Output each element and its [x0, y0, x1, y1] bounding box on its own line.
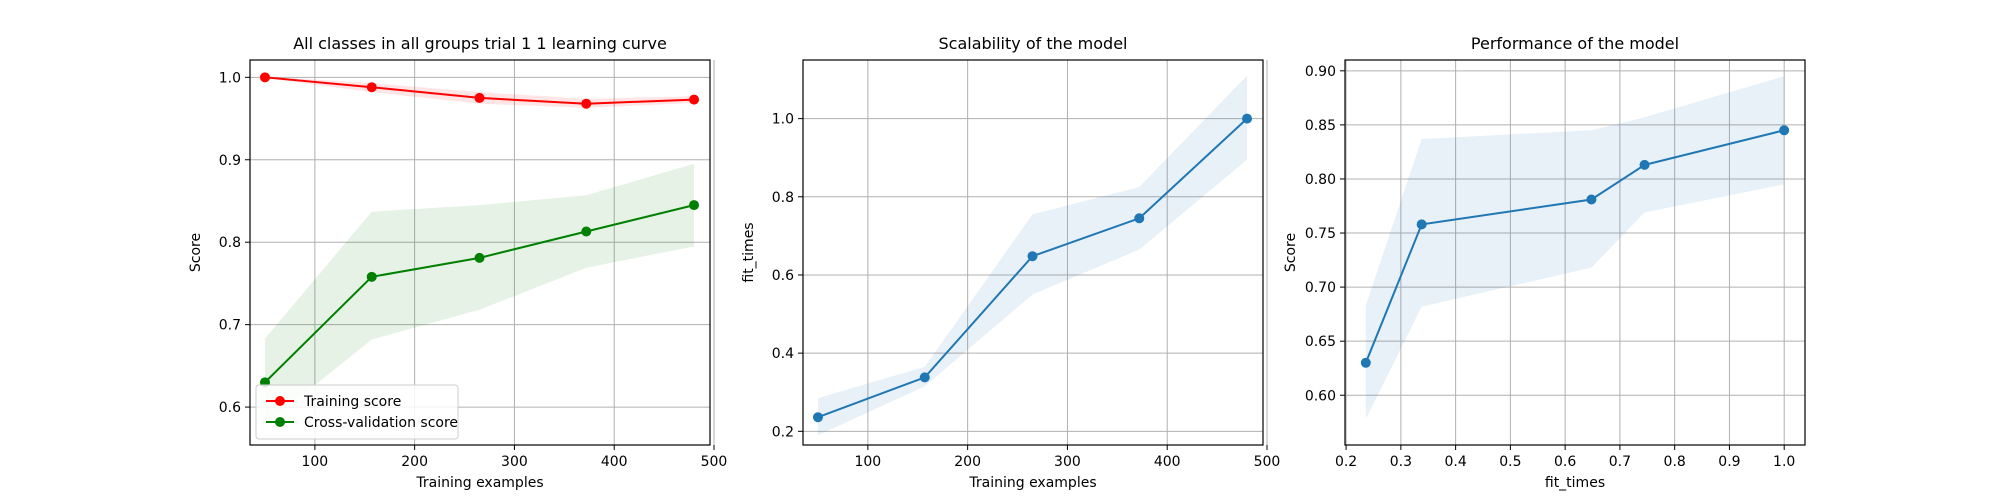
legend-marker	[275, 396, 285, 406]
data-point	[1134, 213, 1145, 224]
y-tick-label: 1.0	[219, 70, 241, 86]
data-point	[1416, 219, 1427, 230]
x-tick-label: 500	[1254, 454, 1281, 470]
y-axis-label: Score	[1283, 233, 1299, 272]
data-point	[689, 94, 700, 105]
x-axis-label: Training examples	[968, 475, 1096, 491]
y-tick-label: 0.2	[772, 424, 794, 440]
y-tick-label: 0.7	[219, 318, 241, 334]
confidence-band	[1365, 76, 1785, 420]
y-tick-label: 0.80	[1305, 172, 1336, 188]
x-tick-label: 300	[1054, 454, 1081, 470]
x-tick-label: 0.2	[1335, 454, 1357, 470]
data-point	[689, 200, 700, 211]
data-point	[366, 82, 377, 93]
x-tick-label: 0.6	[1554, 454, 1576, 470]
x-tick-label: 100	[301, 454, 328, 470]
data-point	[581, 226, 592, 237]
x-tick-label: 100	[854, 454, 881, 470]
data-point	[474, 92, 485, 103]
legend-label: Training score	[303, 394, 401, 410]
data-point	[812, 412, 823, 423]
y-tick-label: 0.65	[1305, 334, 1336, 350]
x-tick-label: 0.8	[1664, 454, 1686, 470]
y-tick-label: 0.60	[1305, 388, 1336, 404]
data-point	[1242, 113, 1253, 124]
data-point	[919, 372, 930, 383]
chart-2: 100 200 300 400 500 0.2 0.4 0.6 0.8 1.0 Scalabilit…	[741, 34, 1280, 491]
chart-title: Scalability of the model	[939, 34, 1128, 53]
data-point	[474, 252, 485, 263]
chart-title: All classes in all groups trial 1 1 lear…	[293, 34, 667, 53]
x-tick-label: 300	[501, 454, 528, 470]
y-axis-label: Score	[188, 233, 204, 272]
y-tick-label: 0.4	[772, 346, 794, 362]
y-tick-label: 1.0	[772, 112, 794, 128]
y-tick-label: 0.70	[1305, 280, 1336, 296]
y-tick-label: 0.85	[1305, 118, 1336, 134]
x-tick-label: 200	[954, 454, 981, 470]
y-tick-label: 0.90	[1305, 64, 1336, 80]
chart-1: 100 200 300 400 500 0.6 0.7 0.8 0.9 1.0 All classe…	[188, 34, 727, 491]
data-point	[259, 72, 270, 83]
data-point	[1027, 251, 1038, 262]
data-point	[1360, 357, 1371, 368]
confidence-band	[264, 76, 695, 108]
x-tick-label: 0.4	[1444, 454, 1466, 470]
x-tick-label: 0.5	[1499, 454, 1521, 470]
y-axis-label: fit_times	[741, 222, 757, 282]
axes-frame	[802, 59, 1264, 446]
x-tick-label: 400	[1154, 454, 1181, 470]
x-tick-label: 400	[601, 454, 628, 470]
data-point	[366, 271, 377, 282]
x-tick-label: 0.9	[1718, 454, 1740, 470]
axes-frame	[1344, 59, 1806, 446]
legend: Training score Cross-validation score	[255, 384, 459, 440]
y-tick-label: 0.75	[1305, 226, 1336, 242]
data-point	[1586, 194, 1597, 205]
y-tick-label: 0.9	[219, 153, 241, 169]
x-tick-label: 0.3	[1390, 454, 1412, 470]
legend-box	[255, 384, 459, 440]
x-tick-label: 200	[401, 454, 428, 470]
data-point	[1779, 125, 1790, 136]
y-tick-label: 0.8	[772, 190, 794, 206]
legend-marker	[275, 417, 285, 427]
data-point	[1639, 159, 1650, 170]
x-axis-label: Training examples	[415, 475, 543, 491]
chart-title: Performance of the model	[1471, 34, 1679, 53]
y-tick-label: 0.8	[219, 235, 241, 251]
legend-label: Cross-validation score	[304, 415, 458, 431]
x-tick-label: 500	[701, 454, 728, 470]
y-tick-label: 0.6	[219, 400, 241, 416]
data-point	[581, 98, 592, 109]
x-tick-label: 0.7	[1609, 454, 1631, 470]
chart-3: 0.2 0.3 0.4 0.5 0.6 0.7 0.8 0.9 1.0 0.60 0.65 0.70 0…	[1283, 34, 1806, 491]
y-tick-label: 0.6	[772, 268, 794, 284]
axes-frame	[249, 59, 711, 446]
x-tick-label: 1.0	[1773, 454, 1795, 470]
x-axis-label: fit_times	[1545, 475, 1605, 491]
